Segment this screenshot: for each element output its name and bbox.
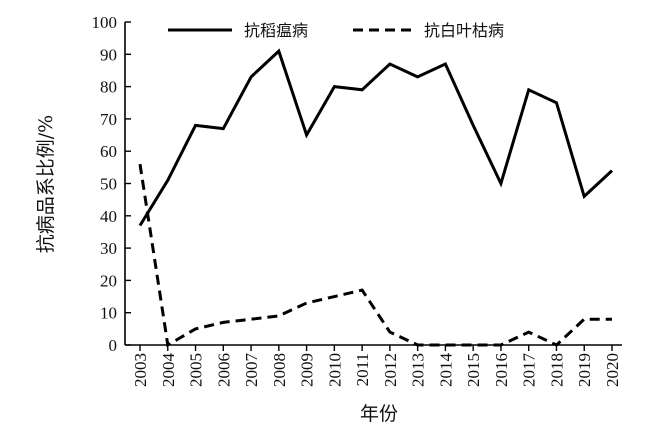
series-line-blast-resistance [138, 48, 614, 227]
legend: 抗稻瘟病 抗白叶枯病 [168, 21, 504, 40]
x-tick-label: 2007 [242, 353, 261, 388]
x-tick-label: 2014 [436, 353, 455, 388]
x-tick-label: 2009 [298, 353, 317, 387]
x-tick-label: 2016 [492, 353, 511, 387]
y-tick-label: 100 [92, 13, 118, 32]
y-tick-label: 20 [100, 271, 117, 290]
x-tick-label: 2015 [464, 353, 483, 387]
y-tick-label: 30 [100, 239, 117, 258]
y-tick-label: 80 [100, 78, 117, 97]
y-tick-label: 40 [100, 207, 117, 226]
x-tick-label: 2003 [131, 353, 150, 387]
x-tick-label: 2010 [325, 353, 344, 387]
y-tick-label: 0 [109, 336, 118, 355]
y-tick-label: 50 [100, 175, 117, 194]
series-line-blight-resistance [138, 163, 612, 348]
y-tick-label: 70 [100, 110, 117, 129]
x-tick-label: 2008 [270, 353, 289, 387]
x-tick-label: 2013 [409, 353, 428, 387]
x-tick-label: 2005 [187, 353, 206, 387]
x-tick-label: 2012 [381, 353, 400, 387]
series [138, 48, 614, 348]
axes [124, 22, 622, 346]
legend-label-blight: 抗白叶枯病 [424, 21, 504, 40]
y-tick-label: 10 [100, 304, 117, 323]
x-tick-label: 2004 [159, 353, 178, 388]
x-tick-label: 2018 [547, 353, 566, 387]
x-tick-label: 2006 [214, 353, 233, 387]
x-tick-label: 2017 [520, 353, 539, 388]
x-tick-label: 2011 [353, 353, 372, 386]
x-tick-label: 2020 [603, 353, 622, 387]
y-axis-title: 抗病品系比例/% [35, 115, 57, 253]
ticks: 0 10 20 30 40 50 60 70 80 90 100 2003 2004 2005 2006 20… [92, 13, 623, 387]
legend-label-blast: 抗稻瘟病 [244, 21, 308, 40]
y-tick-label: 60 [100, 142, 117, 161]
x-tick-label: 2019 [575, 353, 594, 387]
y-tick-label: 90 [100, 45, 117, 64]
x-axis-title: 年份 [360, 403, 398, 425]
